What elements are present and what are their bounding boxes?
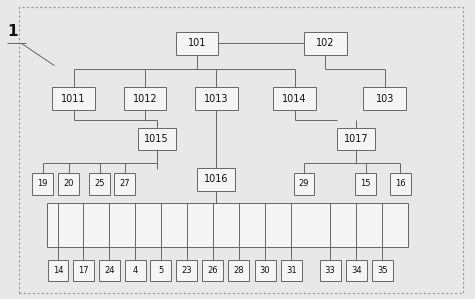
FancyBboxPatch shape [197,168,235,191]
Text: 4: 4 [133,266,138,275]
Text: 1013: 1013 [204,94,228,104]
FancyBboxPatch shape [99,260,120,281]
FancyBboxPatch shape [355,173,376,195]
Text: 1015: 1015 [144,134,169,144]
FancyBboxPatch shape [346,260,367,281]
FancyBboxPatch shape [337,128,375,150]
FancyBboxPatch shape [114,173,135,195]
FancyBboxPatch shape [304,32,347,55]
Text: 1011: 1011 [61,94,86,104]
FancyBboxPatch shape [58,173,79,195]
Text: 31: 31 [286,266,296,275]
Text: 103: 103 [376,94,394,104]
FancyBboxPatch shape [390,173,411,195]
Text: 1017: 1017 [344,134,369,144]
FancyBboxPatch shape [138,128,176,150]
Text: 5: 5 [158,266,163,275]
Text: 30: 30 [260,266,270,275]
FancyBboxPatch shape [281,260,302,281]
FancyBboxPatch shape [47,203,408,247]
Text: 101: 101 [188,38,206,48]
FancyBboxPatch shape [372,260,393,281]
FancyBboxPatch shape [150,260,171,281]
Text: 26: 26 [208,266,218,275]
Text: 16: 16 [395,179,406,188]
FancyBboxPatch shape [195,87,238,110]
FancyBboxPatch shape [320,260,341,281]
Text: 17: 17 [78,266,88,275]
Text: 34: 34 [351,266,361,275]
Text: 27: 27 [120,179,130,188]
FancyBboxPatch shape [124,87,166,110]
Text: 1016: 1016 [204,174,228,184]
Text: 29: 29 [299,179,309,188]
FancyBboxPatch shape [294,173,314,195]
FancyBboxPatch shape [273,87,316,110]
Text: 28: 28 [234,266,244,275]
FancyBboxPatch shape [52,87,95,110]
FancyBboxPatch shape [73,260,94,281]
Text: 1: 1 [7,24,18,39]
FancyBboxPatch shape [48,260,68,281]
Text: 1014: 1014 [282,94,307,104]
FancyBboxPatch shape [363,87,406,110]
FancyBboxPatch shape [176,260,197,281]
Text: 14: 14 [53,266,63,275]
FancyBboxPatch shape [89,173,110,195]
FancyBboxPatch shape [125,260,146,281]
Text: 1012: 1012 [133,94,157,104]
FancyBboxPatch shape [19,7,463,293]
FancyBboxPatch shape [202,260,223,281]
Text: 19: 19 [38,179,48,188]
Text: 35: 35 [377,266,388,275]
Text: 102: 102 [316,38,334,48]
FancyBboxPatch shape [176,32,218,55]
Text: 25: 25 [95,179,105,188]
Text: 15: 15 [361,179,371,188]
FancyBboxPatch shape [228,260,249,281]
Text: 33: 33 [325,266,335,275]
Text: 23: 23 [181,266,192,275]
Text: 20: 20 [64,179,74,188]
Text: 24: 24 [104,266,114,275]
FancyBboxPatch shape [32,173,53,195]
FancyBboxPatch shape [255,260,276,281]
